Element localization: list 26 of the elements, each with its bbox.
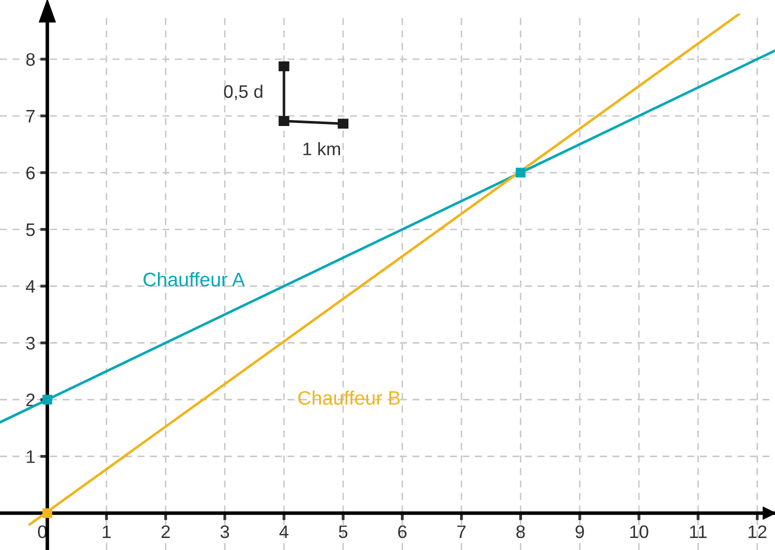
- y-tick-label: 8: [26, 53, 35, 66]
- x-tick-label: 11: [690, 526, 707, 538]
- text: Chauffeur B: [298, 390, 400, 405]
- x-tick-label: 12: [748, 525, 766, 538]
- x-tick-label: 3: [220, 525, 230, 538]
- x-tick-label: 4: [279, 526, 288, 538]
- y-tick-label: 7: [26, 110, 35, 122]
- y-tick-label: 5: [26, 224, 35, 236]
- x-tick-label: 5: [338, 526, 348, 538]
- x-tick-label: 1: [102, 526, 111, 538]
- x-tick-label: 2: [162, 525, 170, 538]
- y-tick-label: 3: [26, 336, 35, 350]
- point: [42, 394, 52, 404]
- x-tick-label: 10: [630, 525, 648, 538]
- x-tick-label: 7: [457, 526, 466, 538]
- annotation: 0,5 d: [224, 84, 262, 100]
- y-tick-label: 4: [26, 280, 35, 293]
- x-tick-label: 8: [516, 525, 525, 538]
- x-tick-label: 6: [398, 525, 407, 538]
- series-label: Chauffeur A: [144, 272, 245, 286]
- y-tick-label: 6: [26, 166, 35, 180]
- point: [516, 168, 526, 178]
- y-tick-label: 1: [26, 450, 35, 463]
- x-tick-label: 9: [576, 525, 584, 538]
- annotation: 1 km: [303, 142, 340, 156]
- point: [42, 508, 52, 518]
